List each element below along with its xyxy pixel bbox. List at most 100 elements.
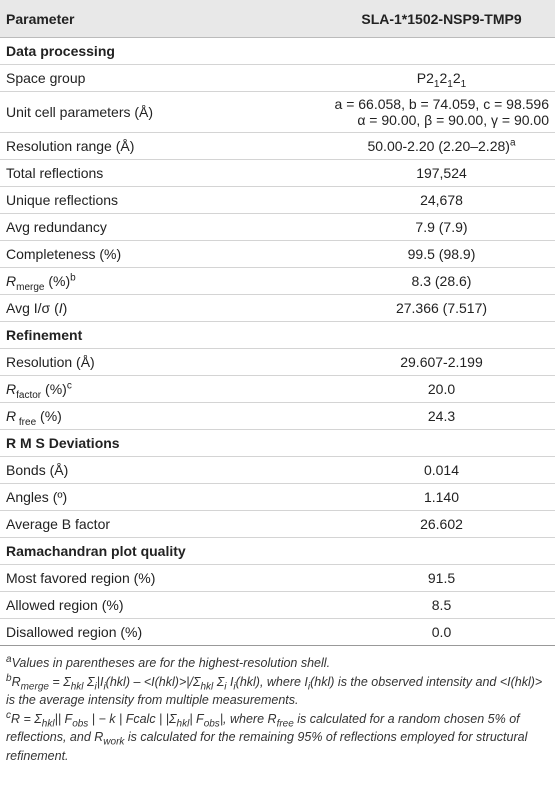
text: 2 bbox=[439, 70, 448, 86]
text: is calculated for the remaining 95% of r… bbox=[6, 730, 528, 763]
text: hkl bbox=[176, 718, 190, 729]
text: hkl bbox=[70, 681, 84, 692]
table-cell: 1.140 bbox=[328, 483, 555, 511]
table-cell: Rmerge (%)b bbox=[0, 267, 328, 295]
table-cell: Completeness (%) bbox=[0, 240, 328, 268]
footnote: cR = Σhkl|| Fobs | − k | Fcalc | |Σhkl| … bbox=[6, 710, 549, 766]
table-row: Resolution (Å) 29.607-2.199 bbox=[0, 348, 555, 376]
table-cell: R free (%) bbox=[0, 402, 328, 430]
table-cell: 91.5 bbox=[328, 564, 555, 592]
table-cell: 8.5 bbox=[328, 591, 555, 619]
text: i bbox=[94, 681, 97, 692]
text: c bbox=[66, 380, 72, 392]
text: R bbox=[6, 408, 17, 424]
table-row: Total reflections 197,524 bbox=[0, 159, 555, 187]
text: I bbox=[58, 300, 63, 316]
table-row: Unique reflections 24,678 bbox=[0, 186, 555, 214]
header-cell: Parameter bbox=[0, 0, 328, 38]
table-cell: Resolution (Å) bbox=[0, 348, 328, 376]
text: Values in parentheses are for the highes… bbox=[11, 656, 331, 670]
text: |I bbox=[96, 674, 104, 689]
text: b bbox=[6, 672, 12, 684]
table-cell: Most favored region (%) bbox=[0, 564, 328, 592]
table-cell: 197,524 bbox=[328, 159, 555, 187]
table-cell: Disallowed region (%) bbox=[0, 618, 328, 646]
table-cell: 24.3 bbox=[328, 402, 555, 430]
text: obs bbox=[72, 718, 89, 729]
table-row: Rfactor (%)c 20.0 bbox=[0, 375, 555, 403]
text: = Σ bbox=[48, 674, 71, 689]
table-row: Completeness (%) 99.5 (98.9) bbox=[0, 240, 555, 268]
text: (hkl) – <I(hkl)>|/Σ bbox=[105, 674, 201, 689]
text: a bbox=[509, 137, 516, 149]
table-cell: Avg I/σ (I) bbox=[0, 294, 328, 322]
table-row: Average B factor 26.602 bbox=[0, 510, 555, 538]
text: 2 bbox=[452, 70, 461, 86]
table-row: Ramachandran plot quality bbox=[0, 537, 555, 565]
table-row: Allowed region (%) 8.5 bbox=[0, 591, 555, 619]
text: I bbox=[226, 674, 234, 689]
table-cell: 26.602 bbox=[328, 510, 555, 538]
table-cell: Data processing bbox=[0, 37, 555, 65]
table-row: Unit cell parameters (Å) a = 66.058, b = … bbox=[0, 91, 555, 133]
table-cell: 50.00-2.20 (2.20–2.28)a bbox=[328, 132, 555, 160]
header-row: Parameter SLA-1*1502-NSP9-TMP9 bbox=[0, 0, 555, 38]
text: | F bbox=[189, 711, 204, 726]
table-row: R M S Deviations bbox=[0, 429, 555, 457]
text: hkl bbox=[200, 681, 214, 692]
text: hkl bbox=[41, 718, 55, 729]
table-cell: Allowed region (%) bbox=[0, 591, 328, 619]
text: free bbox=[276, 718, 294, 729]
table-cell: Bonds (Å) bbox=[0, 456, 328, 484]
table-cell: Average B factor bbox=[0, 510, 328, 538]
text: obs bbox=[203, 718, 220, 729]
text: b bbox=[70, 272, 76, 284]
table-cell: 0.014 bbox=[328, 456, 555, 484]
table-row: Bonds (Å) 0.014 bbox=[0, 456, 555, 484]
table-cell: Angles (º) bbox=[0, 483, 328, 511]
header-cell: SLA-1*1502-NSP9-TMP9 bbox=[328, 0, 555, 38]
table-row: Disallowed region (%) 0.0 bbox=[0, 618, 555, 646]
text: factor bbox=[16, 389, 42, 401]
text: R bbox=[11, 674, 21, 689]
footnote: bRmerge = Σhkl Σi|Ii(hkl) – <I(hkl)>|/Σh… bbox=[6, 673, 549, 710]
table-row: R free (%) 24.3 bbox=[0, 402, 555, 430]
table-cell: a = 66.058, b = 74.059, c = 98.596 α = 90… bbox=[328, 91, 555, 133]
table-cell: Refinement bbox=[0, 321, 555, 349]
table-cell: 7.9 (7.9) bbox=[328, 213, 555, 241]
table-cell: Total reflections bbox=[0, 159, 328, 187]
table-row: Refinement bbox=[0, 321, 555, 349]
table-cell: 29.607-2.199 bbox=[328, 348, 555, 376]
text: c bbox=[6, 709, 11, 721]
text: work bbox=[103, 736, 125, 748]
table: Parameter SLA-1*1502-NSP9-TMP9 Data proce… bbox=[0, 0, 555, 646]
table-row: Most favored region (%) 91.5 bbox=[0, 564, 555, 592]
table-cell: 99.5 (98.9) bbox=[328, 240, 555, 268]
text: i bbox=[224, 681, 227, 692]
table-row: Avg redundancy 7.9 (7.9) bbox=[0, 213, 555, 241]
text: 1 bbox=[433, 78, 440, 90]
table-cell: P212121 bbox=[328, 64, 555, 92]
text: α = 90.00, β = 90.00, γ = 90.00 bbox=[357, 112, 549, 128]
table-cell: 0.0 bbox=[328, 618, 555, 646]
table-cell: 8.3 (28.6) bbox=[328, 267, 555, 295]
footnotes: aValues in parentheses are for the highe… bbox=[0, 646, 555, 765]
text: Σ bbox=[213, 674, 225, 689]
table-row: Space group P212121 bbox=[0, 64, 555, 92]
text: R bbox=[6, 273, 17, 289]
text: (%) bbox=[44, 273, 71, 289]
table-cell: 27.366 (7.517) bbox=[328, 294, 555, 322]
text: merge bbox=[20, 681, 49, 692]
table-cell: Avg redundancy bbox=[0, 213, 328, 241]
text: |, where R bbox=[219, 711, 277, 726]
text: R = Σ bbox=[11, 711, 42, 726]
text: 50.00-2.20 (2.20–2.28) bbox=[367, 138, 510, 154]
table-cell: Rfactor (%)c bbox=[0, 375, 328, 403]
text: Avg I/σ ( bbox=[6, 300, 59, 316]
text: (hkl) is the observed intensity and <I(h… bbox=[6, 674, 543, 708]
text: a bbox=[6, 653, 12, 665]
footnote: aValues in parentheses are for the highe… bbox=[6, 654, 549, 673]
text: Σ bbox=[83, 674, 95, 689]
table-cell: Space group bbox=[0, 64, 328, 92]
